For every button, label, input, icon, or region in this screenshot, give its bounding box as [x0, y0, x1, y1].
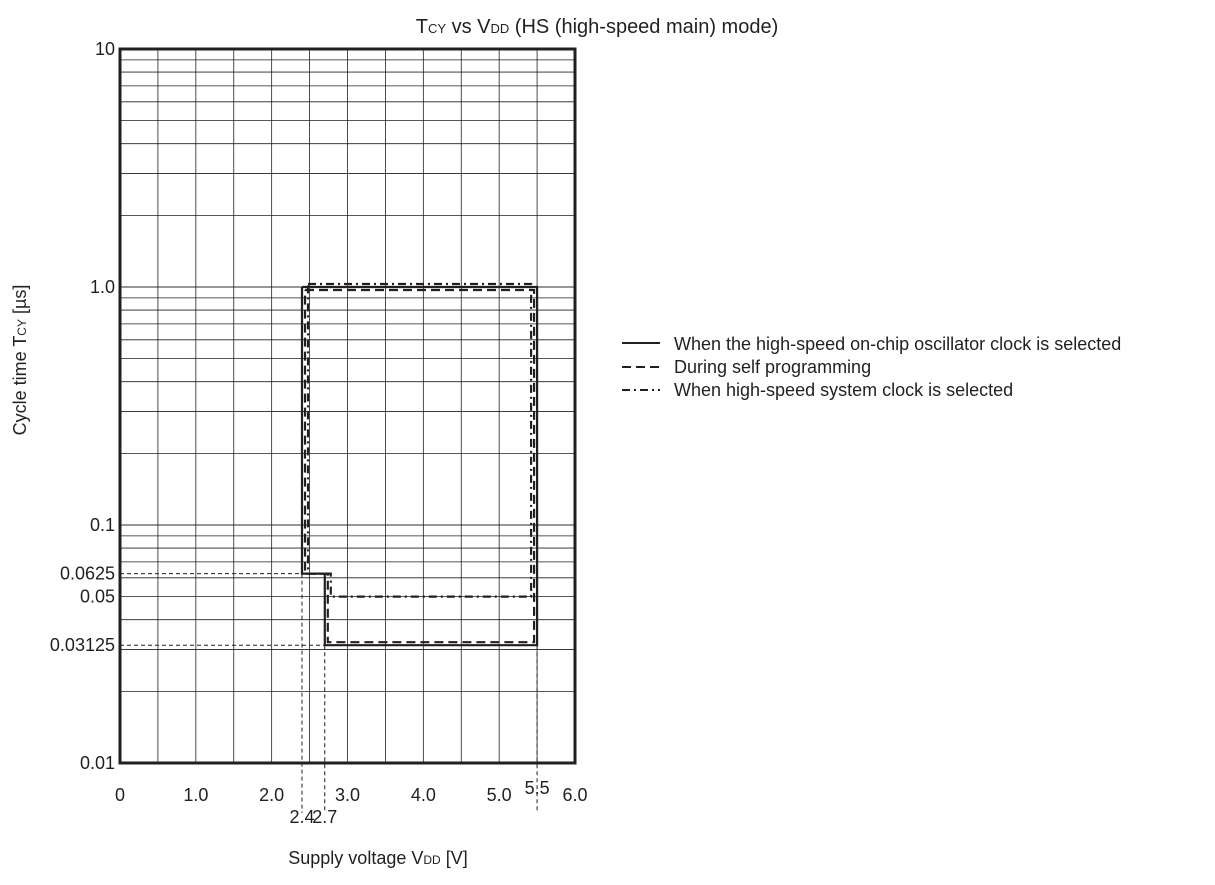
chart-title-vs: vs V — [446, 16, 491, 38]
tick-labels: 0 1.0 2.0 3.0 4.0 5.0 6.0 0.01 0.1 1.0 10 0.0625 0.0… — [50, 39, 588, 827]
chart-title: TCY vs VDD (HS (high-speed main) mode) — [416, 16, 779, 38]
chart-title-t-subscript: CY — [428, 21, 446, 36]
y-axis-label-subscript: CY — [15, 319, 29, 336]
plot-frame — [118, 47, 577, 765]
x-tick-label: 3.0 — [335, 785, 360, 805]
y-tick-label: 0.1 — [90, 515, 115, 535]
x-marker-label: 2.4 — [289, 807, 314, 827]
guide-lines — [120, 573, 538, 813]
chart-title-rest: (HS (high-speed main) mode) — [509, 16, 778, 38]
y-marker-label: 0.05 — [80, 587, 115, 607]
y-tick-label: 0.01 — [80, 753, 115, 773]
series-line-dashed — [303, 288, 536, 644]
x-axis-label-subscript: DD — [423, 853, 441, 867]
series-line-dashdot — [306, 282, 533, 598]
y-axis-label-main: Cycle time T — [10, 336, 30, 436]
chart-title-t: T — [416, 16, 428, 38]
x-marker-label: 5.5 — [525, 778, 550, 798]
chart-title-v-subscript: DD — [490, 21, 509, 36]
y-tick-label: 10 — [95, 39, 115, 59]
x-tick-label: 6.0 — [562, 785, 587, 805]
legend-label-dashed: During self programming — [674, 357, 871, 377]
x-axis-label-main: Supply voltage V — [288, 848, 423, 868]
legend: When the high-speed on-chip oscillator c… — [622, 334, 1121, 400]
y-marker-label: 0.0625 — [60, 564, 115, 584]
x-axis-label: Supply voltage VDD [V] — [288, 848, 467, 868]
y-tick-label: 1.0 — [90, 277, 115, 297]
y-marker-label: 0.03125 — [50, 635, 115, 655]
x-tick-label: 2.0 — [259, 785, 284, 805]
legend-label-dashdot: When high-speed system clock is selected — [674, 380, 1013, 400]
y-axis-label-unit: [µs] — [10, 285, 30, 319]
series-lines — [300, 282, 539, 647]
x-tick-label: 0 — [115, 785, 125, 805]
x-axis-label-unit: [V] — [441, 848, 468, 868]
legend-label-solid: When the high-speed on-chip oscillator c… — [674, 334, 1121, 354]
y-axis-label: Cycle time TCY [µs] — [10, 285, 30, 436]
grid — [119, 48, 576, 764]
x-tick-label: 5.0 — [487, 785, 512, 805]
series-line-solid — [300, 285, 539, 647]
x-marker-label: 2.7 — [312, 807, 337, 827]
x-tick-label: 4.0 — [411, 785, 436, 805]
x-tick-label: 1.0 — [183, 785, 208, 805]
